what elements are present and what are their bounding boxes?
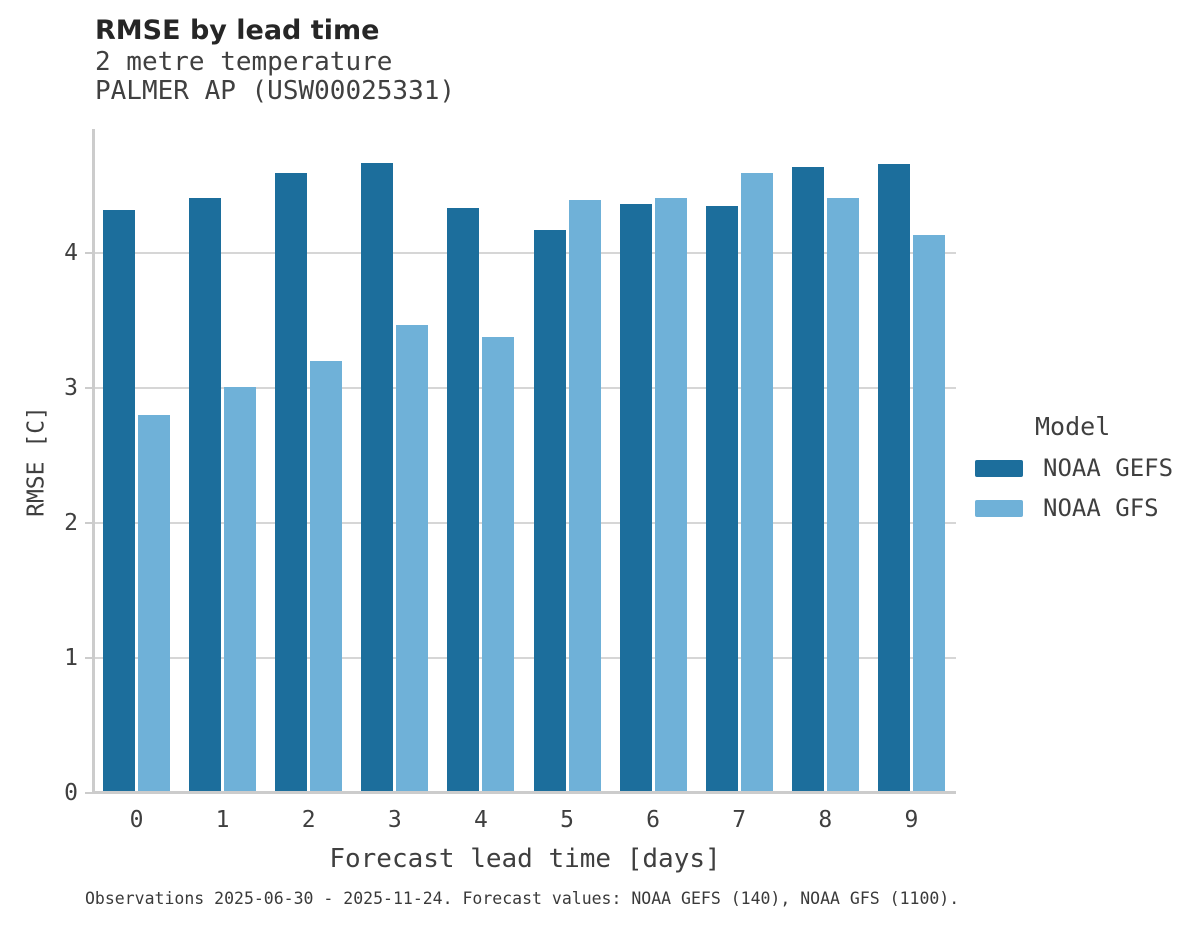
- x-tick-label-3: 3: [387, 807, 402, 833]
- y-tick-1: [85, 657, 92, 659]
- bar-noaa-gfs-lead6: [654, 197, 687, 793]
- y-tick-0: [85, 792, 92, 794]
- legend: Model NOAA GEFS NOAA GFS: [975, 412, 1173, 522]
- chart-header: RMSE by lead time 2 metre temperature PA…: [95, 14, 455, 106]
- bar-noaa-gefs-lead7: [705, 205, 738, 793]
- x-tick-label-8: 8: [818, 807, 833, 833]
- bar-noaa-gfs-lead0: [138, 415, 170, 793]
- legend-label: NOAA GFS: [1043, 494, 1159, 522]
- x-tick-label-6: 6: [646, 807, 661, 833]
- x-tick-label-1: 1: [215, 807, 230, 833]
- x-axis-title: Forecast lead time [days]: [329, 844, 721, 874]
- legend-label: NOAA GEFS: [1043, 454, 1174, 482]
- bar-noaa-gefs-lead6: [619, 204, 652, 793]
- grid-line-y2: [94, 522, 956, 524]
- y-tick-2: [85, 522, 92, 524]
- x-tick-label-2: 2: [301, 807, 316, 833]
- x-tick-label-4: 4: [473, 807, 488, 833]
- y-tick-label-2: 2: [64, 510, 78, 536]
- legend-items: NOAA GEFS NOAA GFS: [975, 454, 1173, 522]
- y-tick-label-3: 3: [64, 375, 78, 401]
- bar-noaa-gfs-lead7: [740, 173, 773, 793]
- bar-noaa-gfs-lead8: [826, 197, 859, 793]
- grid-line-y1: [94, 657, 956, 659]
- x-tick-label-9: 9: [904, 807, 919, 833]
- bar-noaa-gfs-lead3: [396, 324, 429, 793]
- grid-line-y3: [94, 387, 956, 389]
- bar-noaa-gefs-lead5: [533, 230, 566, 793]
- bar-noaa-gefs-lead9: [877, 163, 910, 793]
- x-tick-label-5: 5: [560, 807, 574, 833]
- x-tick-label-7: 7: [732, 807, 747, 833]
- bar-noaa-gfs-lead2: [310, 361, 343, 793]
- legend-item-noaa-gefs: NOAA GEFS: [975, 454, 1173, 482]
- caption: Observations 2025-06-30 - 2025-11-24. Fo…: [85, 889, 960, 908]
- bar-noaa-gefs-lead3: [361, 162, 394, 793]
- page-title: RMSE by lead time: [95, 15, 380, 46]
- bar-noaa-gfs-lead1: [224, 386, 257, 793]
- bar-noaa-gfs-lead5: [568, 200, 601, 793]
- grid-line-y4: [94, 252, 956, 254]
- bar-noaa-gefs-lead8: [791, 166, 824, 793]
- chart-subtitle-line2: PALMER AP (USW00025331): [95, 76, 456, 106]
- legend-item-noaa-gfs: NOAA GFS: [975, 494, 1173, 522]
- bar-noaa-gfs-lead4: [482, 336, 515, 793]
- y-axis-spine: [92, 129, 95, 794]
- x-tick-label-0: 0: [129, 807, 144, 833]
- y-tick-3: [85, 387, 92, 389]
- legend-title: Model: [1035, 412, 1111, 441]
- bar-noaa-gefs-lead4: [447, 208, 480, 793]
- bar-noaa-gfs-lead9: [912, 235, 945, 793]
- y-tick-label-1: 1: [64, 645, 78, 671]
- legend-swatch: [975, 499, 1023, 517]
- y-axis-title: RMSE [C]: [23, 406, 50, 517]
- y-tick-4: [85, 252, 92, 254]
- y-tick-label-4: 4: [64, 240, 78, 266]
- bar-noaa-gefs-lead2: [275, 173, 308, 793]
- bar-noaa-gefs-lead1: [189, 197, 222, 793]
- plot-area: [94, 129, 956, 793]
- legend-swatch: [975, 459, 1023, 477]
- chart-subtitle-line1: 2 metre temperature: [95, 47, 393, 77]
- x-axis-spine: [92, 791, 956, 794]
- bar-noaa-gefs-lead0: [103, 209, 135, 793]
- y-tick-label-0: 0: [64, 780, 78, 806]
